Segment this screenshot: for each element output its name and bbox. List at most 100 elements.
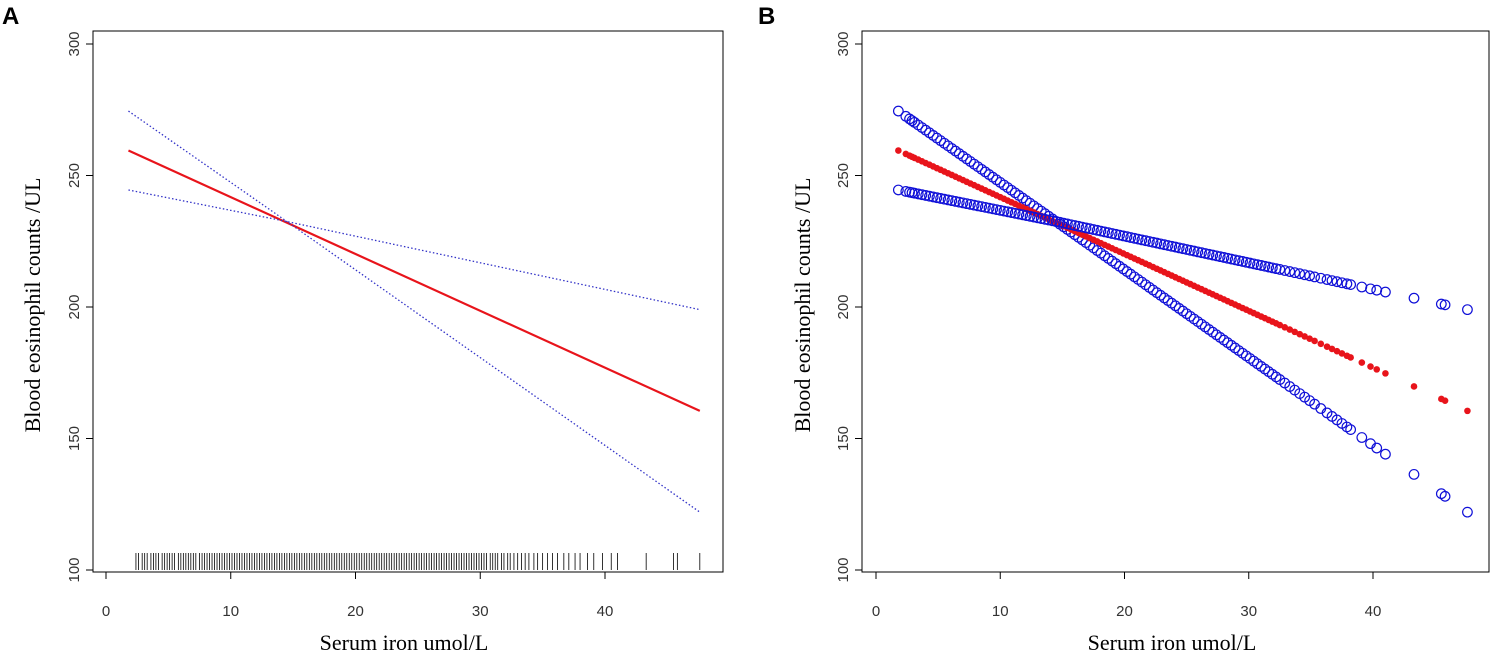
upper-ci-point (1345, 424, 1357, 436)
panel-a-x-axis-title: Serum iron umol/L (320, 630, 489, 655)
lower-ci-point (998, 205, 1010, 217)
fit-point (1323, 343, 1331, 350)
fit-point (895, 147, 902, 154)
lower-ci-point (1080, 222, 1092, 234)
lower-ci-point (1345, 279, 1357, 291)
lower-ci-point (1199, 248, 1211, 259)
lower-ci-point (1069, 220, 1081, 231)
lower-ci-point (1058, 217, 1070, 229)
lower-ci-point (1294, 268, 1306, 280)
lower-ci-point (1259, 260, 1271, 272)
lower-ci-point (1435, 298, 1447, 310)
lower-ci-point (1020, 210, 1032, 221)
panel-b-y-tick-label: 100 (835, 557, 852, 582)
lower-ci-point (1240, 256, 1252, 268)
lower-ci-point (1284, 266, 1296, 277)
lower-ci-point (1181, 244, 1193, 255)
lower-ci-point (1151, 237, 1163, 249)
fit-point (1291, 328, 1299, 336)
lower-ci-point (1274, 264, 1286, 275)
lower-ci-point (1166, 240, 1178, 252)
lower-ci-point (1408, 292, 1420, 304)
upper-ci-point (1408, 468, 1420, 480)
panel-b-x-axis-title: Serum iron umol/L (1088, 630, 1257, 655)
lower-ci-point (1237, 256, 1248, 267)
lower-ci-point (1356, 281, 1368, 293)
fit-line (127, 149, 701, 412)
lower-ci-point (1188, 245, 1200, 257)
lower-ci-point (1035, 213, 1047, 224)
panel-a-x-tick-label: 30 (472, 603, 489, 620)
fit-point (1311, 337, 1318, 345)
lower-ci-point (1121, 231, 1133, 243)
fit-point (1358, 359, 1366, 366)
fit-point (1301, 333, 1308, 340)
fit-point (1317, 340, 1325, 348)
lower-ci-point (1266, 262, 1278, 274)
fit-point (1276, 321, 1284, 329)
lower-ci-point (1263, 261, 1275, 273)
lower-ci-point (950, 195, 961, 207)
panel-b-y-axis: 100 150 200 250 300 (835, 31, 862, 583)
lower-ci-point (938, 193, 950, 205)
lower-ci-point (1106, 228, 1118, 239)
panel-a-y-tick-label: 100 (66, 557, 83, 582)
lower-ci-point (1140, 235, 1152, 247)
lower-ci-point (1091, 224, 1103, 236)
fit-point (1367, 363, 1374, 370)
panel-a-plot-box (92, 30, 724, 573)
lower-ci-point (1129, 232, 1140, 244)
lower-ci-point (979, 201, 991, 213)
lower-ci-point (1315, 272, 1327, 284)
panel-b-points (892, 105, 1473, 518)
panel-b-x-axis: 0 10 20 30 40 (872, 572, 1381, 620)
lower-ci-point (1214, 251, 1226, 263)
fit-point (1338, 350, 1346, 357)
panel-a: A 100 150 200 250 300 0 10 20 30 40 Serum iron u… (2, 3, 724, 655)
lower-ci-point (994, 204, 1006, 216)
lower-ci-point (1009, 207, 1021, 219)
lower-ci-point (1050, 216, 1062, 227)
lower-ci-point (961, 198, 973, 210)
lower-ci-point (1110, 228, 1122, 240)
lower-ci-point (1255, 260, 1267, 271)
lower-ci-point (1211, 250, 1222, 262)
lower-ci-point (1084, 223, 1096, 235)
panel-b-x-tick-label: 30 (1240, 603, 1257, 620)
lower-ci-point (1289, 267, 1301, 279)
lower-ci-point (909, 187, 920, 199)
lower-ci-point (1371, 284, 1383, 296)
lower-ci-point (935, 193, 947, 204)
lower-ci-point (1162, 240, 1174, 251)
lower-ci-point (1184, 244, 1196, 256)
lower-ci-point (957, 197, 969, 209)
fit-point (1296, 330, 1303, 338)
lower-ci-point (953, 196, 965, 208)
panel-a-y-tick-label: 200 (66, 294, 83, 319)
panel-a-x-axis: 0 10 20 30 40 (102, 572, 613, 620)
lower-ci-point (1173, 242, 1185, 254)
upper-ci-point (1380, 448, 1391, 460)
lower-ci-point (987, 203, 999, 215)
lower-ci-point (1125, 232, 1137, 243)
panel-a-y-axis-title: Blood eosinophil counts /UL (20, 178, 45, 433)
panel-b-y-tick-label: 200 (835, 294, 852, 319)
panel-b-x-tick-label: 10 (992, 603, 1009, 620)
lower-ci-point (946, 195, 958, 207)
lower-ci-point (1222, 252, 1234, 264)
panel-a-y-tick-label: 250 (66, 163, 83, 188)
panel-a-y-tick-label: 300 (66, 31, 83, 56)
lower-ci-point (1017, 209, 1029, 221)
panel-b-y-axis-title: Blood eosinophil counts /UL (790, 178, 815, 433)
lower-ci-point (1076, 221, 1088, 233)
lower-ci-point (1024, 210, 1036, 222)
lower-ci-point (1039, 213, 1051, 225)
lower-ci-point (1117, 230, 1129, 242)
lower-ci-point (1439, 299, 1451, 311)
lower-ci-point (1321, 274, 1333, 285)
panel-a-y-axis: 100 150 200 250 300 (66, 31, 93, 583)
lower-ci-point (1177, 243, 1189, 255)
lower-ci-point (1218, 252, 1230, 263)
lower-ci-point (1061, 218, 1073, 230)
lower-ci-point (1207, 249, 1219, 261)
